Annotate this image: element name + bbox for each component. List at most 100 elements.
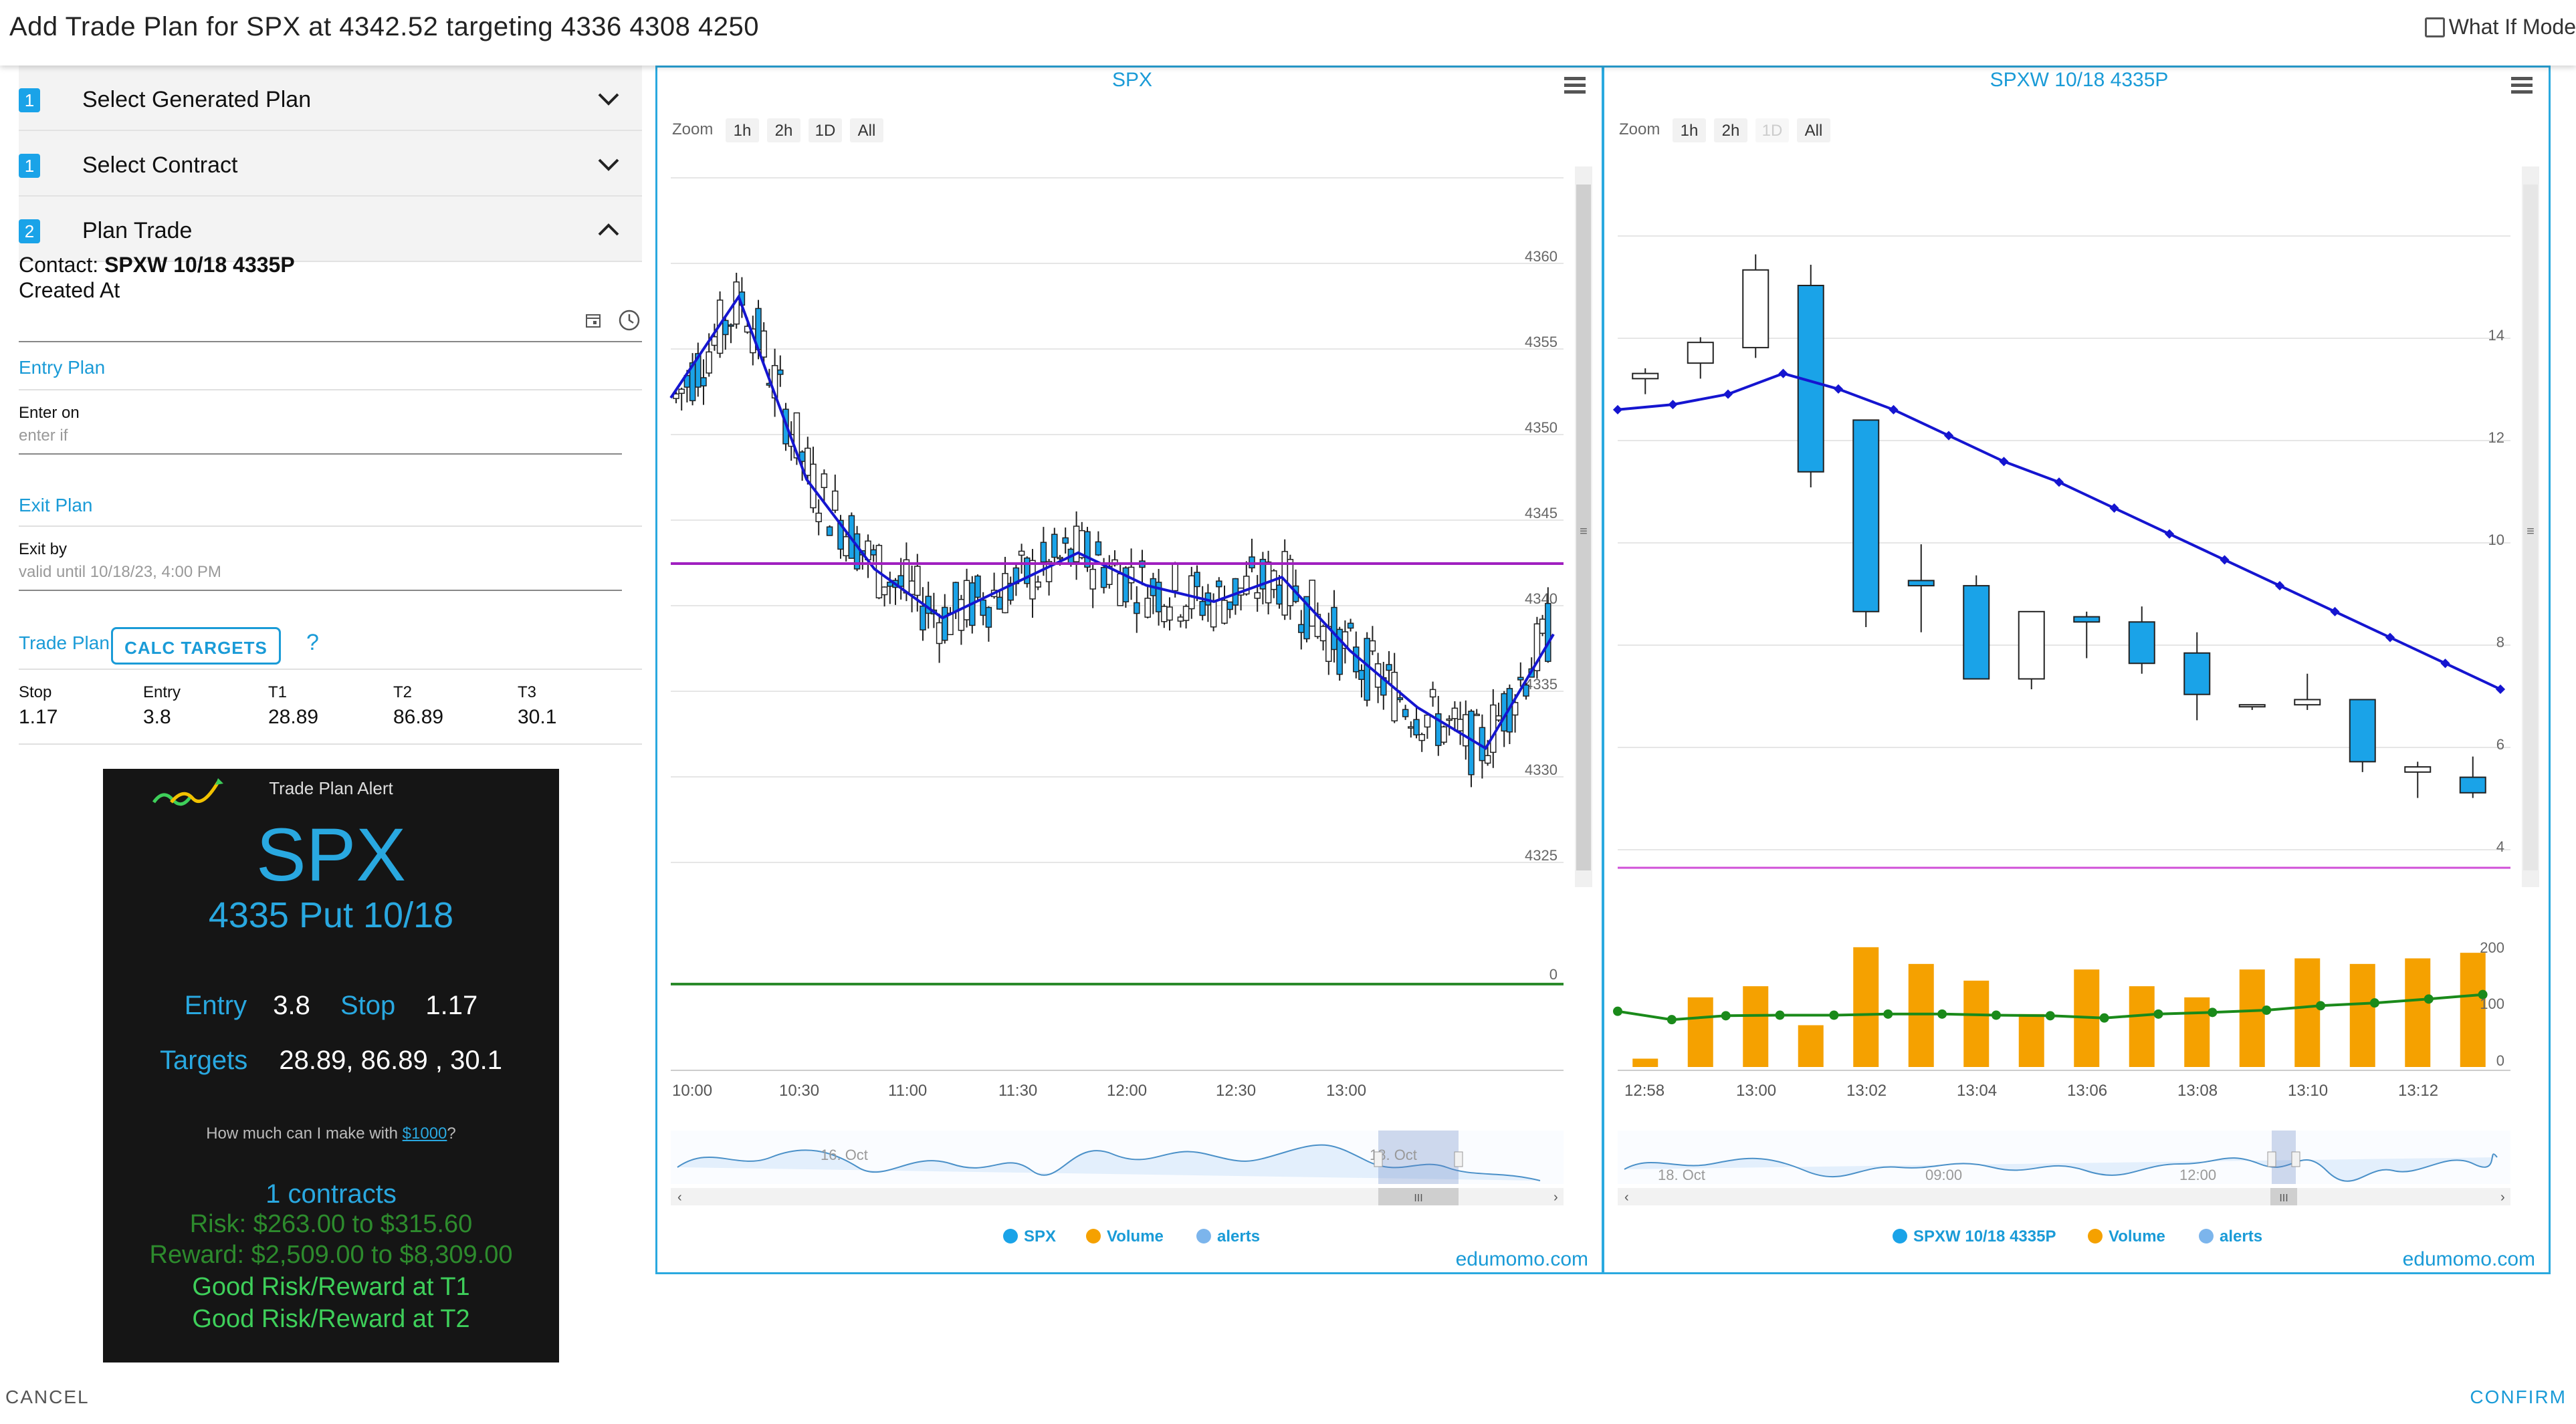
x-tick: 12:00	[1107, 1082, 1147, 1100]
spx-candle	[1150, 572, 1157, 614]
contact-value: SPXW 10/18 4335P	[104, 253, 295, 277]
spx-candle	[920, 587, 926, 641]
clock-icon[interactable]	[618, 309, 641, 332]
step-plan-trade[interactable]: 2 Plan Trade	[19, 197, 642, 262]
spx-candle	[1166, 597, 1173, 631]
volume-bar	[2129, 986, 2155, 1067]
option-candle	[2018, 610, 2045, 689]
step-select-generated-plan[interactable]: 1 Select Generated Plan	[19, 66, 642, 131]
nav-scrollbar-thumb[interactable]	[2270, 1188, 2297, 1205]
menu-icon[interactable]	[1564, 77, 1586, 94]
nav-scrollbar-thumb[interactable]	[1378, 1188, 1459, 1205]
step-label: Select Generated Plan	[82, 87, 312, 112]
t2-header: T2	[393, 683, 413, 701]
navigator[interactable]: 16. Oct 18. Oct ‹ › III	[671, 1131, 1564, 1205]
spx-candle	[1364, 632, 1370, 707]
x-axis-ticks: 10:00 10:30 11:00 11:30 12:00 12:30 13:0…	[672, 1082, 1366, 1100]
created-at-underline	[19, 341, 642, 342]
y-tick: 6	[2496, 736, 2504, 753]
make-suffix: ?	[447, 1124, 456, 1143]
spx-candle	[1040, 527, 1047, 576]
zoom-all-button[interactable]: All	[1797, 118, 1830, 142]
zoom-2h-button[interactable]: 2h	[1714, 118, 1747, 142]
navigator-handle-right[interactable]	[1454, 1151, 1463, 1167]
legend-alerts[interactable]: alerts	[2199, 1227, 2262, 1245]
legend-volume[interactable]: Volume	[1086, 1227, 1164, 1245]
navigator-handle-right[interactable]	[2291, 1151, 2300, 1167]
zoom-all-button[interactable]: All	[850, 118, 883, 142]
legend-label: SPXW 10/18 4335P	[1913, 1227, 2056, 1245]
x-tick: 10:00	[672, 1082, 712, 1100]
option-candle	[2459, 756, 2486, 798]
spx-candle	[728, 323, 734, 344]
chevron-down-icon[interactable]	[595, 151, 622, 178]
spx-candle	[974, 574, 981, 601]
what-if-label: What If Mode	[2448, 15, 2576, 39]
enter-on-underline	[19, 453, 622, 455]
ma-point	[2440, 659, 2450, 669]
spx-candle	[947, 607, 954, 635]
spx-candle	[1216, 577, 1222, 601]
step-select-contract[interactable]: 1 Select Contract	[19, 131, 642, 197]
calendar-icon[interactable]	[584, 312, 602, 329]
t1-value[interactable]: 28.89	[268, 706, 319, 728]
spx-candle	[1319, 624, 1327, 650]
zoom-1d-label: 1D	[815, 122, 836, 140]
chevron-up-icon[interactable]	[595, 217, 622, 243]
menu-icon[interactable]	[2511, 77, 2533, 94]
stop-value[interactable]: 1.17	[19, 706, 58, 728]
spx-candle	[1451, 701, 1459, 732]
confirm-button[interactable]: CONFIRM	[2470, 1387, 2567, 1407]
navigator[interactable]: 18. Oct 09:00 12:00 ‹ › III	[1618, 1131, 2510, 1205]
credit-link[interactable]: edumomo.com	[2403, 1248, 2535, 1270]
legend-spx[interactable]: SPX	[1003, 1227, 1056, 1245]
spx-candle	[1358, 664, 1365, 698]
navigator-handle-left[interactable]	[1374, 1151, 1383, 1167]
cancel-button[interactable]: CANCEL	[5, 1387, 90, 1407]
zoom-1h-button[interactable]: 1h	[1673, 118, 1706, 142]
y-scrollbar[interactable]: ≡	[1575, 166, 1592, 887]
spx-candle	[1369, 626, 1376, 655]
zoom-2h-button[interactable]: 2h	[767, 118, 800, 142]
legend-option[interactable]: SPXW 10/18 4335P	[1893, 1227, 2056, 1245]
y-tick: 8	[2496, 634, 2504, 650]
spx-candle	[1194, 565, 1200, 602]
zoom-1d-button[interactable]: 1D	[809, 118, 842, 142]
t2-value[interactable]: 86.89	[393, 706, 444, 728]
credit-link[interactable]: edumomo.com	[1456, 1248, 1588, 1270]
spx-candle	[1122, 566, 1130, 608]
enter-on-input[interactable]: enter if	[19, 427, 68, 445]
zoom-all-label: All	[1805, 122, 1823, 140]
volume-bar	[1632, 1058, 1658, 1067]
entry-value[interactable]: 3.8	[143, 706, 171, 728]
legend-alerts[interactable]: alerts	[1196, 1227, 1260, 1245]
t3-value[interactable]: 30.1	[518, 706, 557, 728]
volume-tick: 0	[1549, 966, 1558, 983]
legend-volume[interactable]: Volume	[2088, 1227, 2165, 1245]
calc-targets-button[interactable]: CALC TARGETS	[111, 627, 281, 665]
what-if-mode-toggle[interactable]: What If Mode	[2424, 15, 2576, 39]
chart-title: SPX	[1112, 69, 1152, 91]
spx-candle	[1440, 725, 1447, 745]
volume-bar	[1743, 986, 1769, 1067]
svg-text:›: ›	[2500, 1190, 2505, 1205]
spx-candle	[1309, 580, 1315, 627]
help-icon[interactable]: ?	[306, 630, 319, 655]
volume-bar	[2018, 1014, 2044, 1067]
volume-bar	[1963, 980, 1990, 1067]
targets-value: 28.89, 86.89 , 30.1	[279, 1046, 502, 1075]
exit-by-input[interactable]: valid until 10/18/23, 4:00 PM	[19, 563, 221, 581]
navigator-selection[interactable]	[1378, 1131, 1459, 1184]
x-tick: 13:02	[1846, 1082, 1887, 1100]
y-scrollbar[interactable]: ≡	[2522, 166, 2539, 887]
ma-point	[1943, 431, 1954, 441]
volume-bar	[2460, 953, 2486, 1067]
what-if-checkbox[interactable]	[2424, 17, 2445, 37]
amount-link[interactable]: $1000	[402, 1124, 447, 1143]
stop-value: 1.17	[425, 991, 478, 1020]
navigator-handle-left[interactable]	[2267, 1151, 2276, 1167]
zoom-1h-button[interactable]: 1h	[726, 118, 759, 142]
option-candle	[1963, 575, 1990, 680]
entry-plan-heading: Entry Plan	[19, 357, 106, 378]
chevron-down-icon[interactable]	[595, 86, 622, 112]
